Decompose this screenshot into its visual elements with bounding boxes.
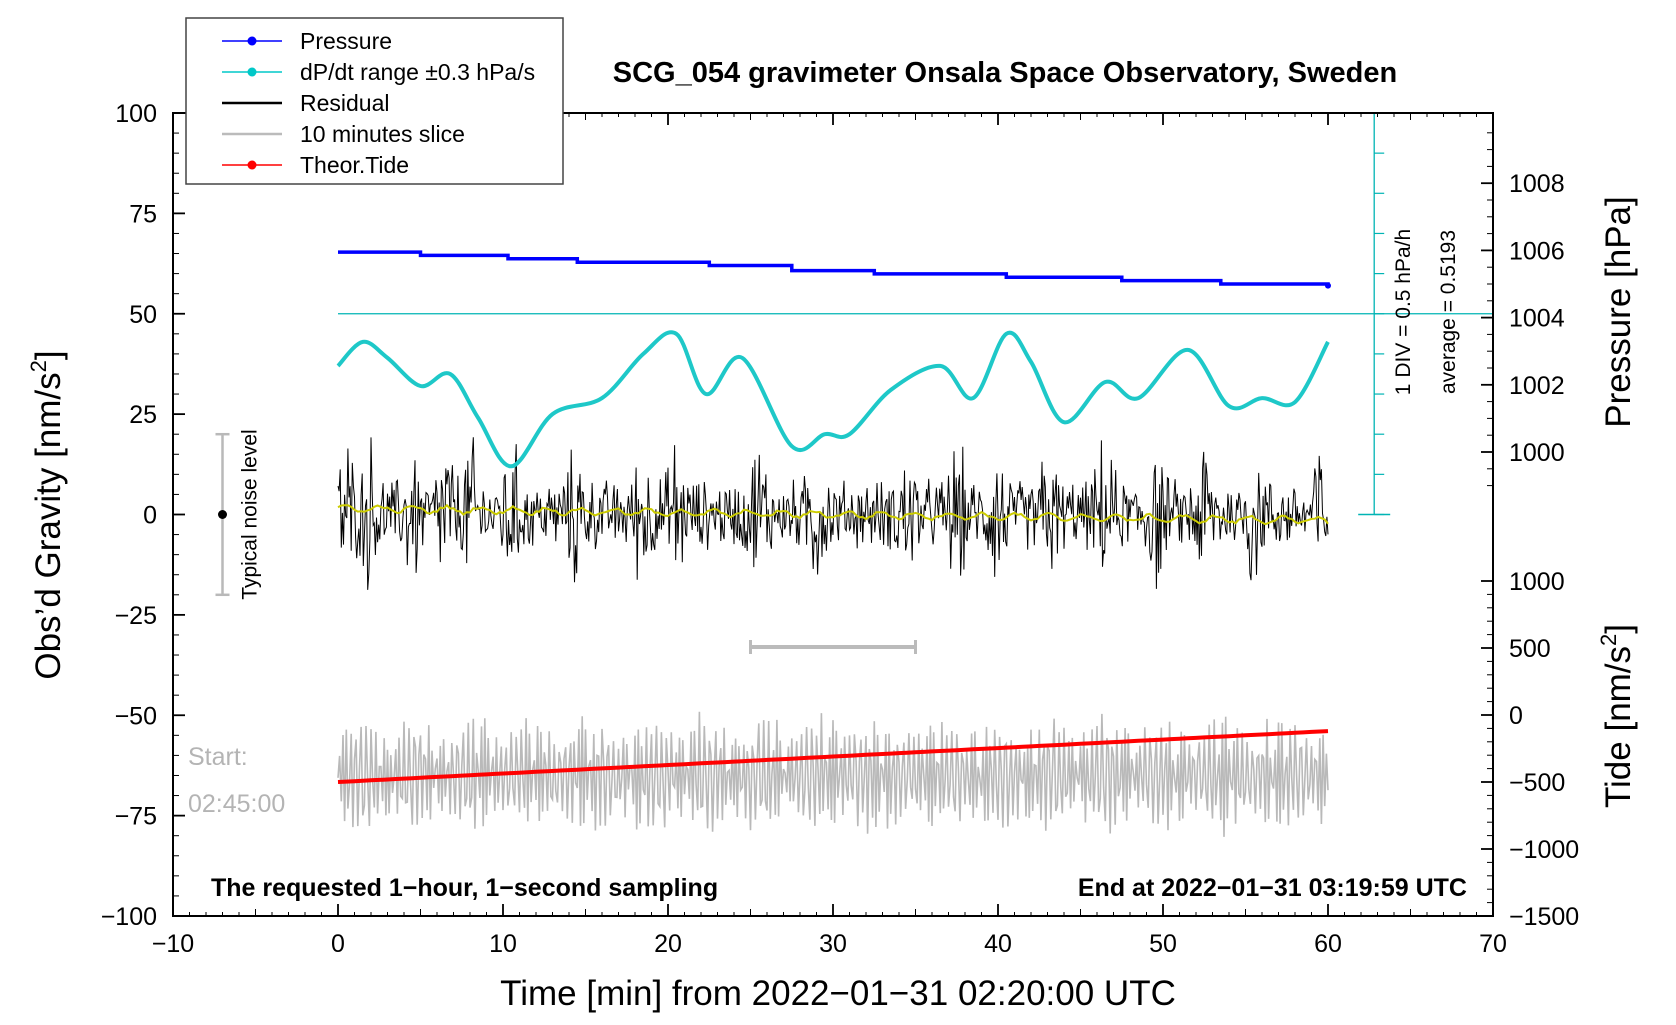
- gravity-tick-label: −25: [115, 602, 157, 630]
- legend-label: Residual: [300, 90, 390, 116]
- x-tick-label: 40: [984, 930, 1012, 958]
- legend: Pressure dP/dt range ±0.3 hPa/s Residual 10…: [185, 17, 564, 185]
- data-series: [215, 112, 1493, 837]
- plot-frame: [172, 112, 1494, 917]
- footer-left: The requested 1−hour, 1−second sampling: [211, 874, 718, 902]
- x-tick-label: 20: [654, 930, 682, 958]
- x-tick-label: 10: [489, 930, 517, 958]
- gravity-label-sup: 2: [26, 360, 51, 372]
- noise-level-label: Typical noise level: [239, 429, 262, 599]
- x-tick-label: 50: [1149, 930, 1177, 958]
- legend-box: [185, 17, 564, 185]
- tide-tick-label: −1000: [1509, 836, 1579, 864]
- pressure-tick-label: 1006: [1509, 237, 1565, 265]
- gravity-tick-label: −75: [115, 803, 157, 831]
- y-axis-label-tide: Tide [nm/s2]: [1596, 624, 1638, 808]
- gravity-tick-label: 100: [115, 100, 157, 128]
- pressure-line: [338, 250, 1330, 286]
- tide-tick-label: −500: [1509, 769, 1565, 797]
- x-tick-label: −10: [152, 930, 194, 958]
- tide-tick-label: 1000: [1509, 568, 1565, 596]
- legend-label: dP/dt range ±0.3 hPa/s: [300, 59, 535, 85]
- gravity-tick-label: −50: [115, 702, 157, 730]
- tide-line: [337, 729, 1329, 784]
- x-tick-label: 60: [1314, 930, 1342, 958]
- pressure-tick-label: 1002: [1509, 372, 1565, 400]
- start-label: Start:: [188, 743, 248, 771]
- legend-swatch-marker: [247, 36, 257, 46]
- tick-marks: −10 0 10 20 30 40 50 60 701007550250−25−50−75−10…: [101, 100, 1580, 958]
- gravity-tick-label: 25: [129, 401, 157, 429]
- legend-label: Theor.Tide: [300, 152, 409, 178]
- pressure-scale-annotation: 1 DIV = 0.5 hPa/h: [1392, 229, 1415, 395]
- x-tick-label: 30: [819, 930, 847, 958]
- tide-tick-label: 500: [1509, 635, 1551, 663]
- tide-label-sup: 2: [1596, 634, 1621, 646]
- pressure-tick-label: 1004: [1509, 305, 1565, 333]
- gravity-label-text: Obs’d Gravity [nm/s: [29, 372, 68, 679]
- x-tick-label: 70: [1479, 930, 1507, 958]
- gravity-tick-label: −100: [101, 903, 157, 931]
- tide-tick-label: 0: [1509, 702, 1523, 730]
- pressure-tick-label: 1000: [1509, 439, 1565, 467]
- tide-label-text: Tide [nm/s: [1599, 646, 1638, 808]
- noise-bar-center: [218, 510, 227, 519]
- legend-label: 10 minutes slice: [300, 121, 465, 147]
- pressure-tick-label: 1008: [1509, 170, 1565, 198]
- x-axis-label: Time [min] from 2022−01−31 02:20:00 UTC: [500, 974, 1176, 1013]
- gravity-label-close: ]: [29, 350, 68, 360]
- gravity-tick-label: 0: [143, 502, 157, 530]
- average-annotation: average = 0.5193: [1437, 230, 1460, 394]
- gravity-tick-label: 50: [129, 301, 157, 329]
- legend-label: Pressure: [300, 28, 392, 54]
- y-axis-label-gravity: Obs’d Gravity [nm/s2]: [26, 350, 68, 679]
- chart-title: SCG_054 gravimeter Onsala Space Observat…: [613, 57, 1397, 89]
- y-axis-label-pressure: Pressure [hPa]: [1599, 196, 1638, 428]
- slice-trace: [337, 711, 1329, 837]
- residual-trace: [337, 437, 1329, 590]
- legend-swatch-marker: [247, 160, 257, 170]
- residual-smoothed-trace: [337, 503, 1329, 526]
- footer-right: End at 2022−01−31 03:19:59 UTC: [1078, 874, 1467, 902]
- gravity-tick-label: 75: [129, 200, 157, 228]
- legend-swatch-marker: [247, 67, 257, 77]
- tide-tick-label: −1500: [1509, 903, 1579, 931]
- pressure-end-marker: [1325, 282, 1331, 289]
- start-time: 02:45:00: [188, 790, 285, 818]
- x-tick-label: 0: [331, 930, 345, 958]
- dpdt-curve: [336, 330, 1330, 469]
- tide-label-close: ]: [1599, 624, 1638, 634]
